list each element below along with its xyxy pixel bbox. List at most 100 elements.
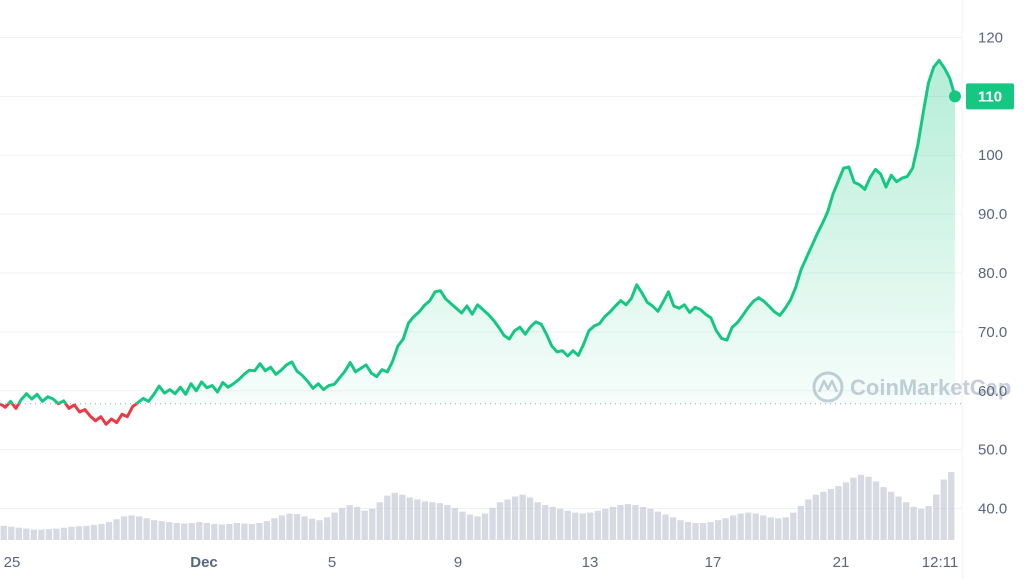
volume-bar (286, 513, 293, 540)
current-price-tag-bg (966, 83, 1014, 110)
volume-bar (241, 523, 248, 540)
volume-bar (384, 495, 391, 540)
volume-bar (647, 508, 654, 540)
price-line-above-reference[interactable] (0, 58, 957, 424)
volume-bar (594, 510, 601, 540)
volume-bar (248, 523, 256, 540)
volume-bar (842, 482, 850, 540)
volume-bar (120, 516, 128, 540)
volume-bar (15, 527, 22, 540)
volume-bar (181, 523, 188, 540)
volume-bar (53, 528, 60, 540)
volume-bar (459, 511, 466, 540)
volume-bar (572, 512, 579, 540)
x-tick-label: 9 (454, 554, 462, 571)
volume-bar (895, 496, 902, 540)
price-area-fill (0, 60, 955, 425)
volume-bar (256, 523, 263, 540)
volume-bar (782, 517, 789, 540)
volume-bar (850, 477, 857, 540)
current-price-dot[interactable] (949, 90, 961, 103)
volume-bar (925, 506, 932, 540)
volume-bar (602, 508, 609, 540)
volume-bar (83, 525, 90, 540)
volume-bar (68, 526, 75, 540)
volume-bar (684, 522, 692, 540)
volume-bar (940, 479, 947, 540)
volume-bar (910, 506, 917, 540)
volume-bar (414, 499, 421, 540)
volume-bar (301, 516, 308, 540)
volume-bar (451, 507, 459, 540)
volume-bar (714, 520, 722, 540)
x-tick-label: 5 (328, 554, 336, 571)
volume-bar (902, 502, 910, 540)
x-tick-label: Dec (190, 554, 218, 571)
volume-bar (722, 518, 729, 540)
volume-bar (752, 513, 759, 540)
volume-bar (617, 505, 624, 540)
volume-bar (429, 502, 436, 540)
volume-bar (557, 508, 564, 540)
volume-bar (767, 517, 774, 540)
volume-bar (474, 516, 481, 540)
volume-bar (113, 519, 120, 540)
y-tick-label: 100 (978, 147, 1003, 164)
volume-bar (481, 513, 489, 540)
volume-bar (707, 522, 714, 540)
volume-bar (534, 502, 541, 540)
volume-bar (308, 518, 316, 540)
volume-bar (293, 514, 301, 540)
volume-bar (75, 526, 83, 540)
volume-bar (60, 527, 68, 540)
volume-bar (158, 521, 165, 540)
volume-bar (166, 522, 173, 540)
volume-bar (632, 505, 639, 540)
volume-bar (812, 494, 820, 540)
volume-bar (0, 525, 7, 540)
y-tick-label: 80.0 (978, 265, 1007, 282)
volume-bar (835, 486, 842, 540)
volume-bar (526, 497, 534, 540)
volume-bar (692, 523, 699, 540)
x-axis: 25 Dec 5 9 13 17 21 12:11 (4, 554, 959, 571)
volume-bar (699, 523, 707, 540)
volume-bar (218, 524, 225, 540)
current-price-tag-text: 110 (978, 88, 1002, 105)
volume-bar (609, 506, 617, 540)
volume-bar (730, 515, 737, 540)
volume-bar (8, 526, 15, 540)
volume-bar (737, 513, 744, 540)
volume-bar (933, 494, 940, 540)
x-tick-label: 17 (705, 554, 722, 571)
x-tick-label: 12:11 (922, 554, 958, 571)
volume-bar (436, 503, 444, 540)
volume-bar (669, 517, 677, 540)
y-tick-label: 40.0 (978, 501, 1007, 518)
volume-bar (639, 506, 647, 540)
volume-bar (872, 481, 880, 540)
volume-bar (150, 520, 158, 540)
volume-bar (444, 505, 451, 540)
volume-bar (406, 497, 413, 540)
volume-bar (775, 518, 782, 540)
current-price-tag: 110 (966, 83, 1014, 110)
volume-bar (391, 492, 398, 540)
volume-bar (203, 523, 210, 540)
volume-bar (105, 522, 113, 540)
volume-bar (354, 506, 361, 540)
volume-bars (0, 472, 955, 540)
volume-bar (489, 507, 496, 540)
volume-bar (511, 496, 519, 540)
volume-bar (98, 523, 105, 540)
volume-bar (918, 508, 925, 540)
volume-bar (263, 521, 271, 540)
volume-bar (323, 517, 331, 540)
volume-bar (887, 491, 895, 540)
volume-bar (745, 512, 752, 540)
volume-bar (346, 505, 353, 540)
volume-bar (496, 502, 504, 540)
volume-bar (316, 520, 323, 540)
